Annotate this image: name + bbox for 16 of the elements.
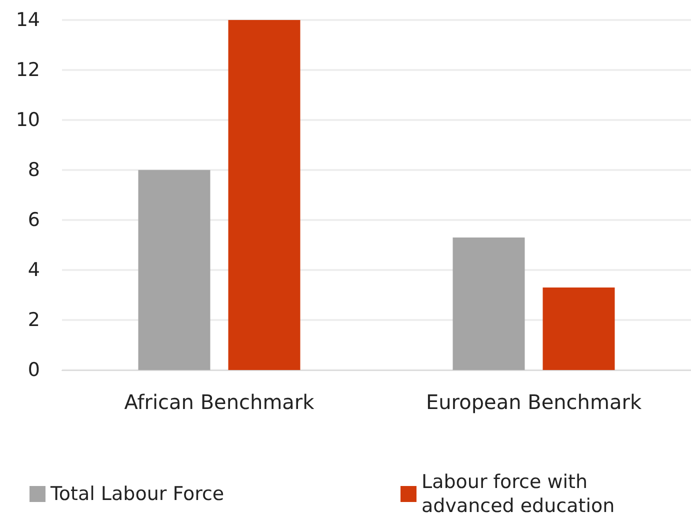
x-tick-label: African Benchmark — [124, 390, 315, 414]
bar — [228, 20, 300, 370]
y-tick-label: 12 — [16, 59, 40, 81]
legend-label: Labour force with advanced education — [422, 471, 615, 517]
y-tick-label: 6 — [28, 209, 40, 231]
bar — [138, 170, 210, 370]
y-tick-label: 2 — [28, 309, 40, 331]
y-tick-label: 4 — [28, 259, 40, 281]
y-tick-label: 0 — [28, 359, 40, 381]
bar — [542, 288, 615, 370]
x-tick-label: European Benchmark — [426, 390, 642, 414]
y-tick-label: 14 — [16, 9, 40, 31]
bar — [452, 238, 525, 370]
y-tick-label: 10 — [16, 109, 40, 131]
legend-label: Total Labour Force — [50, 483, 224, 505]
y-tick-label: 8 — [28, 159, 40, 181]
